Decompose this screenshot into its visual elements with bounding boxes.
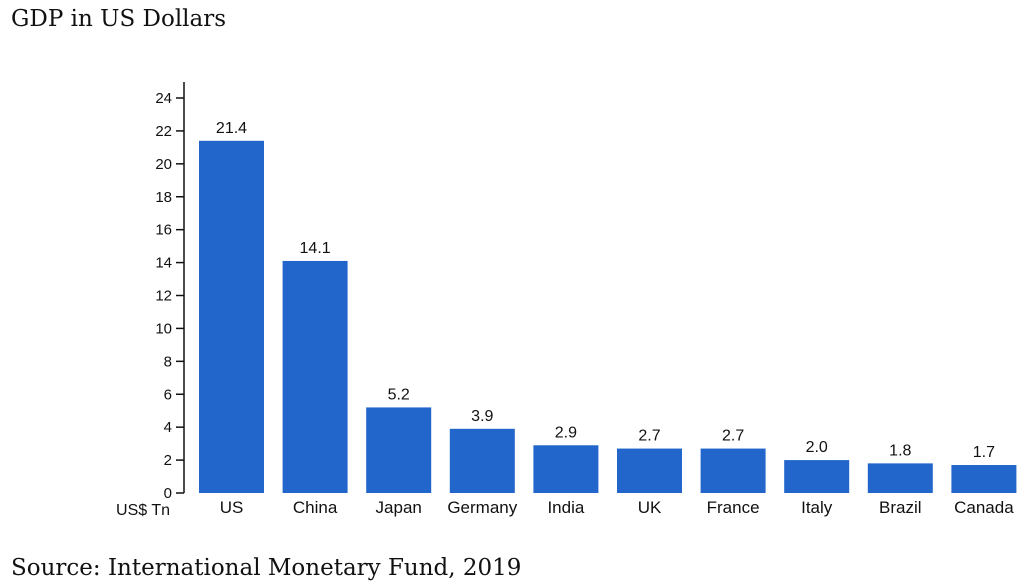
y-tick-label: 8 [164, 353, 172, 370]
bar-canada [951, 465, 1017, 493]
bar-uk [617, 448, 682, 493]
y-tick-label: 6 [164, 386, 172, 403]
y-tick-label: 16 [155, 222, 172, 239]
y-tick-label: 22 [155, 123, 172, 140]
bar-france [700, 448, 766, 493]
source-note: Source: International Monetary Fund, 201… [11, 555, 522, 581]
bar-japan [366, 407, 432, 493]
bar-india [533, 445, 599, 493]
y-tick-label: 14 [155, 255, 172, 272]
bar-chart: 21.4 US 14.1 China 5.2 Japan 3.9 Germany 2.9 Indi… [116, 82, 1017, 519]
y-tick-label: 12 [155, 288, 172, 305]
data-label-france: 2.7 [722, 428, 744, 445]
category-label-us: US [220, 498, 244, 517]
bar-china [282, 260, 348, 493]
y-tick-label: 2 [164, 452, 172, 469]
data-label-china: 14.1 [300, 240, 331, 257]
y-tick-label: 0 [164, 485, 172, 502]
category-label-india: India [547, 498, 584, 517]
bars-layer: 21.4 US 14.1 China 5.2 Japan 3.9 Germany 2.9 Indi… [199, 120, 1017, 517]
category-label-china: China [293, 498, 338, 517]
category-label-brazil: Brazil [879, 498, 922, 517]
data-label-us: 21.4 [216, 120, 247, 137]
chart-title: GDP in US Dollars [11, 6, 227, 32]
data-label-italy: 2.0 [806, 439, 828, 456]
data-label-uk: 2.7 [638, 428, 660, 445]
y-tick-label: 24 [155, 90, 172, 107]
y-tick-label: 10 [155, 320, 172, 337]
y-tick-label: 4 [164, 419, 172, 436]
bar-germany [449, 428, 515, 493]
category-label-uk: UK [638, 498, 662, 517]
bar-brazil [867, 463, 933, 493]
data-label-india: 2.9 [555, 424, 577, 441]
bar-italy [784, 460, 850, 493]
y-tick-label: 18 [155, 189, 172, 206]
y-tick-label: 20 [155, 156, 172, 173]
data-label-germany: 3.9 [471, 408, 493, 425]
y-axis-unit-label: US$ Tn [116, 502, 170, 519]
category-label-germany: Germany [447, 498, 517, 517]
category-label-canada: Canada [954, 498, 1014, 517]
data-label-brazil: 1.8 [889, 442, 911, 459]
category-label-france: France [707, 498, 760, 517]
bar-us [199, 140, 264, 493]
data-label-japan: 5.2 [388, 386, 410, 403]
data-label-canada: 1.7 [973, 444, 995, 461]
category-label-italy: Italy [801, 498, 833, 517]
category-label-japan: Japan [376, 498, 422, 517]
